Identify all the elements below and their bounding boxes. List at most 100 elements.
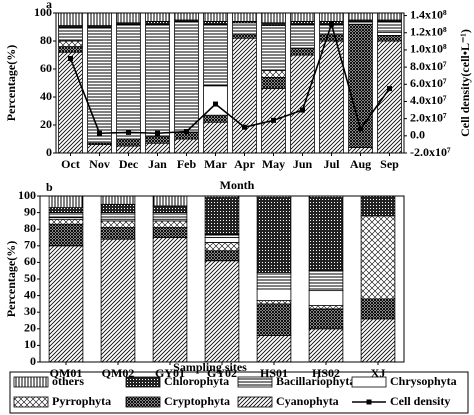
legend-swatch xyxy=(237,396,273,408)
bar-segment xyxy=(204,260,240,363)
density-marker xyxy=(329,21,334,27)
y2-tick-label: 8.0x10⁷ xyxy=(410,59,447,73)
x-axis-label: Month xyxy=(220,178,255,192)
legend-label: Cyanophyta xyxy=(276,394,339,408)
bar-segment xyxy=(116,23,141,140)
bar-segment xyxy=(360,318,396,363)
legend-swatch xyxy=(13,376,49,388)
bar-segment xyxy=(203,121,228,154)
bar-segment xyxy=(100,227,136,240)
bar-segment xyxy=(308,328,344,363)
bar-segment xyxy=(232,37,257,154)
density-marker xyxy=(300,107,305,113)
x-tick-label: Jan xyxy=(148,157,167,171)
density-marker xyxy=(242,124,247,130)
x-tick-label: Nov xyxy=(89,157,110,171)
density-marker xyxy=(213,101,218,107)
bar-segment xyxy=(348,20,373,25)
bar-segment xyxy=(261,12,286,24)
bar-segment xyxy=(204,237,240,243)
y-tick-label: 60 xyxy=(24,254,36,268)
y-tick-label: 50 xyxy=(24,271,36,285)
legend-label: Chlorophyta xyxy=(164,374,229,388)
bar-segment xyxy=(319,33,344,42)
bar-segment xyxy=(256,197,292,273)
y-tick-label: 20 xyxy=(24,321,36,335)
bar-segment xyxy=(204,242,240,252)
bar-segment xyxy=(319,12,344,22)
x-tick-label: Sep xyxy=(380,157,399,171)
bar-segment xyxy=(116,145,141,154)
y-tick-label: 80 xyxy=(24,221,36,235)
plot-frame xyxy=(55,12,405,154)
bar-segment xyxy=(174,20,199,133)
y-tick-label: 20 xyxy=(40,117,52,131)
bar-segment xyxy=(377,20,402,33)
y2-tick-label: 2.0x10⁷ xyxy=(410,110,447,124)
legend-label: others xyxy=(52,374,84,388)
y2-tick-label: 4.0x10⁷ xyxy=(410,93,447,107)
bar-segment xyxy=(152,212,188,220)
y-tick-label: 100 xyxy=(18,188,36,202)
bar-segment xyxy=(145,12,170,22)
bar-segment xyxy=(261,77,286,90)
bar-segment xyxy=(308,197,344,272)
density-marker xyxy=(126,129,131,135)
legend-swatch xyxy=(13,396,49,408)
bar-segment xyxy=(360,298,396,320)
bar-segment xyxy=(203,114,228,123)
y-axis-label: Percentage(%) xyxy=(4,241,18,317)
bar-segment xyxy=(348,12,373,21)
y-tick-label: 100 xyxy=(34,5,52,19)
y-tick-label: 40 xyxy=(24,287,36,301)
bar-segment xyxy=(116,12,141,24)
legend-label: Cell density xyxy=(390,394,450,408)
y-tick-label: 40 xyxy=(40,89,52,103)
bar-segment xyxy=(256,288,292,301)
bar-segment xyxy=(232,33,257,39)
x-tick-label: QM01 xyxy=(50,366,83,380)
bar-segment xyxy=(174,138,199,154)
density-marker xyxy=(271,117,276,123)
y2-tick-label: 1.0x10⁸ xyxy=(410,42,447,56)
bar-segment xyxy=(203,23,228,87)
bar-segment xyxy=(290,12,315,22)
bar-segment xyxy=(377,12,402,21)
bar-segment xyxy=(377,35,402,42)
bar-segment xyxy=(256,300,292,305)
bar-segment xyxy=(232,22,257,35)
bar-segment xyxy=(377,40,402,154)
legend-swatch xyxy=(237,376,273,388)
bar-segment xyxy=(308,308,344,330)
x-tick-label: Jul xyxy=(323,157,340,171)
y-tick-label: 80 xyxy=(40,33,52,47)
y2-tick-label: -2.0x10⁷ xyxy=(410,145,451,159)
bar-segment xyxy=(152,227,188,238)
bar-segment xyxy=(204,197,240,235)
bar-segment xyxy=(203,12,228,22)
density-marker xyxy=(358,126,363,132)
bar-segment xyxy=(290,20,315,25)
legend-label: Cryptophyta xyxy=(164,394,230,408)
bar-segment xyxy=(48,218,84,225)
panel-label: a xyxy=(46,0,52,11)
bar-segment xyxy=(290,44,315,49)
x-tick-label: QM02 xyxy=(102,366,135,380)
x-tick-label: XJ xyxy=(371,366,386,380)
legend-label: Pyrrophyta xyxy=(52,394,111,408)
legend-box xyxy=(9,371,469,414)
y2-axis-label: Cell density(cell•L⁻¹) xyxy=(458,29,472,137)
y-tick-label: 30 xyxy=(24,304,36,318)
bar-segment xyxy=(360,215,396,300)
bar-segment xyxy=(116,138,141,147)
bar-segment xyxy=(174,12,199,21)
bar-segment xyxy=(348,146,373,154)
bar-segment xyxy=(48,223,84,247)
bar-segment xyxy=(58,12,83,26)
panel-label: b xyxy=(46,180,53,194)
bar-segment xyxy=(232,12,257,22)
y2-tick-label: 0.0 xyxy=(410,128,425,142)
x-tick-label: Jun xyxy=(293,157,313,171)
legend-swatch xyxy=(125,376,161,388)
